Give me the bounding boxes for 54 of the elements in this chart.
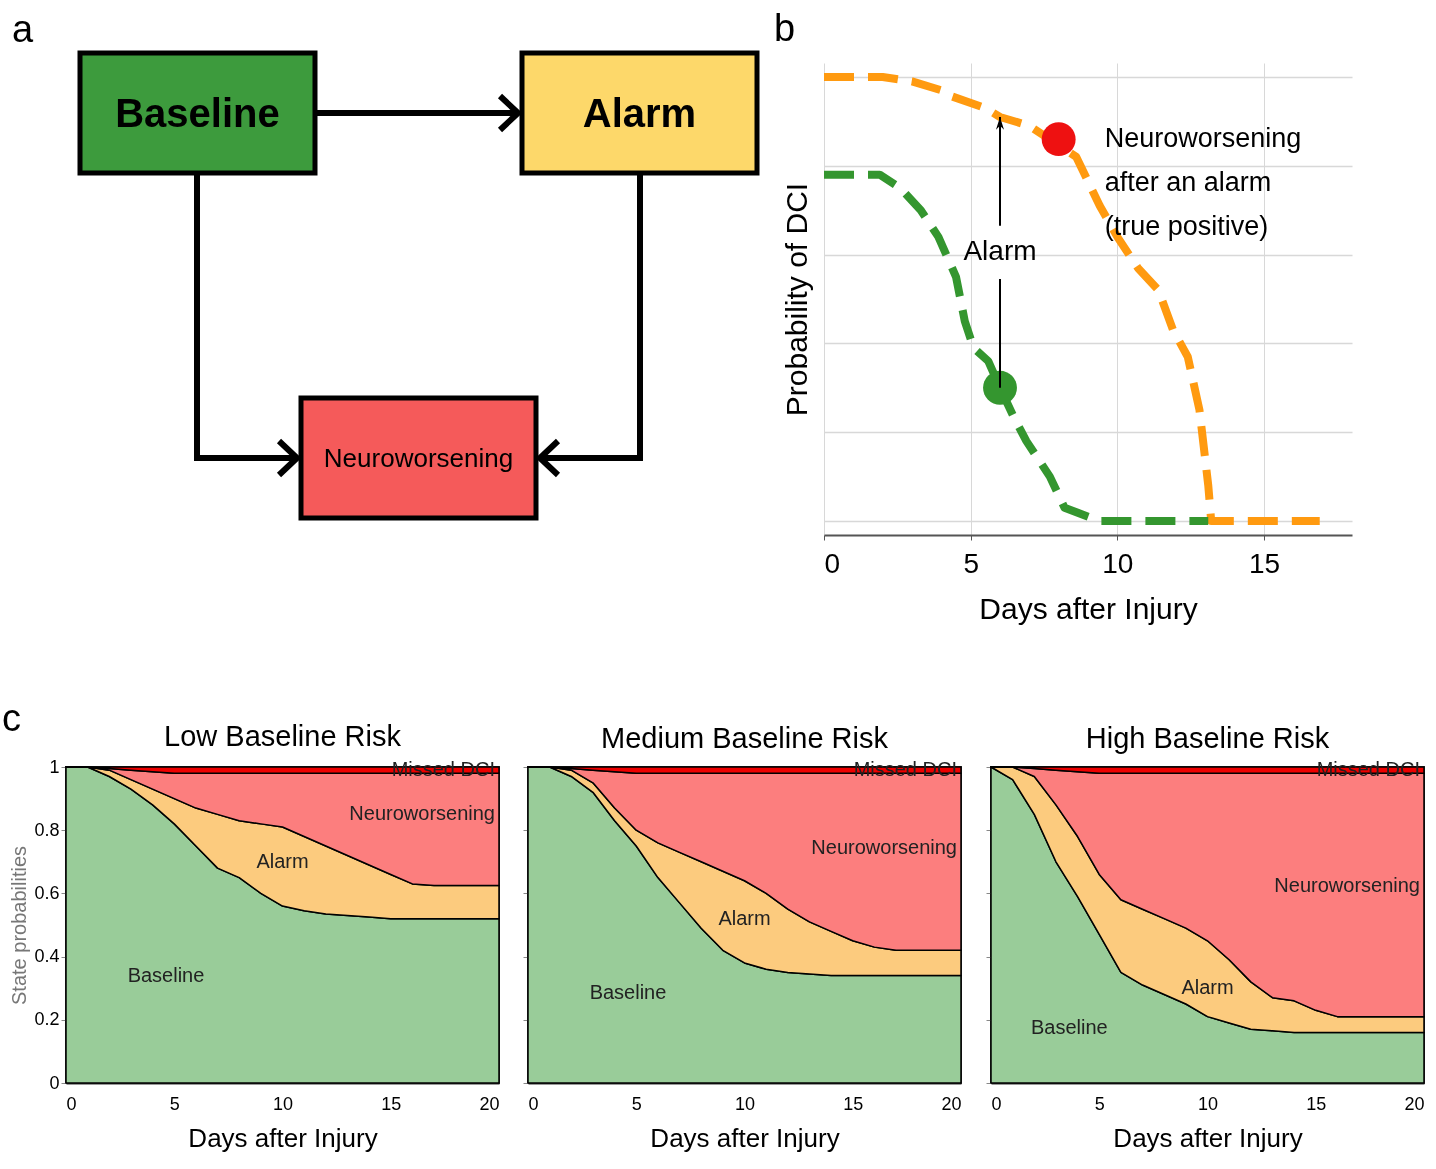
- series-label: Missed DCI: [853, 758, 957, 781]
- text: Alarm: [582, 91, 697, 135]
- x-tick-label: 15: [1306, 1093, 1327, 1114]
- y-tick-label: 0.2: [34, 1009, 60, 1030]
- chart-title: High Baseline Risk: [1085, 722, 1330, 755]
- x-tick-label: 0: [66, 1093, 77, 1114]
- x-tick-label: 10: [1197, 1093, 1219, 1114]
- series-label: Alarm: [718, 906, 771, 929]
- y-tick-label: 0.6: [34, 882, 60, 903]
- series-label: Missed DCI: [391, 758, 495, 781]
- annotation: Neuroworsening after an alarm (true positive): [1104, 123, 1302, 242]
- x-tick-label: 0: [824, 547, 841, 579]
- series-label: Alarm: [1181, 976, 1234, 999]
- y-axis-title: State probabilities: [8, 846, 31, 1005]
- series-label: Baseline: [1031, 1015, 1108, 1038]
- text: Baseline: [115, 91, 280, 135]
- y-tick-label: 1: [49, 756, 60, 777]
- chart-title: Medium Baseline Risk: [601, 722, 889, 755]
- y-tick-label: 0: [49, 1072, 60, 1093]
- x-axis-title: Days after Injury: [979, 591, 1198, 625]
- y-tick-label: 0.8: [34, 819, 60, 840]
- x-tick-label: 15: [381, 1093, 402, 1114]
- x-axis-title: Days after Injury: [1113, 1122, 1303, 1153]
- x-tick-label: 0: [528, 1093, 539, 1114]
- x-tick-label: 5: [169, 1093, 180, 1114]
- chart-title: b: [774, 7, 796, 49]
- x-tick-label: 20: [1404, 1093, 1425, 1114]
- x-tick-label: 15: [1248, 547, 1281, 579]
- chart-title: Low Baseline Risk: [164, 720, 402, 752]
- y-axis-title: Probability of DCI: [779, 182, 813, 417]
- x-tick-label: 20: [941, 1093, 962, 1114]
- y-tick-label: 0.4: [34, 946, 60, 967]
- x-tick-label: 5: [1094, 1093, 1105, 1114]
- series-label: Baseline: [589, 980, 667, 1003]
- x-tick-label: 10: [734, 1093, 756, 1114]
- series-label: Neuroworsening: [349, 802, 495, 825]
- x-axis-title: Days after Injury: [650, 1122, 840, 1153]
- annotation: Alarm: [963, 235, 1037, 267]
- x-tick-label: 20: [479, 1093, 500, 1114]
- x-tick-label: 5: [631, 1093, 642, 1114]
- series-label: Neuroworsening: [811, 835, 957, 858]
- text: Neuroworsening: [323, 443, 514, 473]
- x-tick-label: 0: [991, 1093, 1002, 1114]
- text: a: [12, 8, 34, 50]
- x-tick-label: 10: [1102, 547, 1134, 579]
- x-axis-title: Days after Injury: [188, 1122, 378, 1153]
- x-tick-label: 15: [843, 1093, 864, 1114]
- text: c: [2, 697, 21, 740]
- series-label: Missed DCI: [1316, 758, 1420, 781]
- series-label: Neuroworsening: [1274, 873, 1420, 896]
- series-label: Baseline: [127, 963, 205, 986]
- series-label: Alarm: [256, 849, 309, 872]
- x-tick-label: 5: [963, 547, 979, 579]
- x-tick-label: 10: [272, 1093, 294, 1114]
